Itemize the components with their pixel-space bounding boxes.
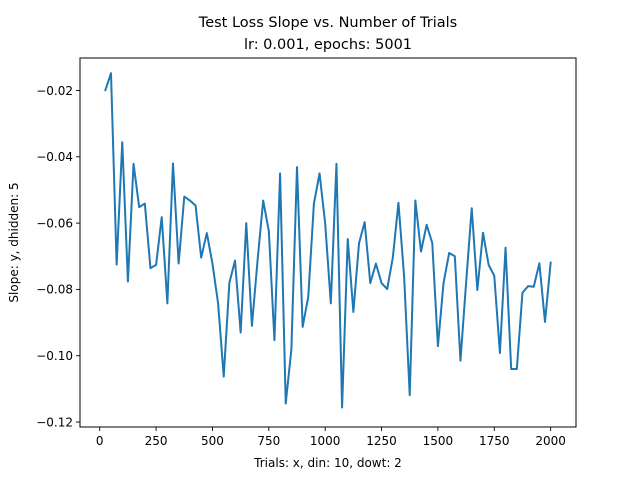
x-tick-label: 1500 (423, 434, 454, 448)
y-tick-label: −0.10 (36, 349, 73, 363)
x-tick-label: 1250 (366, 434, 397, 448)
x-tick-label: 1000 (310, 434, 341, 448)
x-axis-label: Trials: x, din: 10, dowt: 2 (253, 456, 402, 470)
x-axis-ticks: 0 250 500 750 1000 1250 1500 1750 2000 (96, 427, 566, 448)
series-group (104, 72, 552, 409)
y-tick-label: −0.08 (36, 283, 73, 297)
x-tick-label: 2000 (535, 434, 566, 448)
x-tick-label: 250 (145, 434, 168, 448)
plot-frame (79, 57, 577, 428)
y-tick-label: −0.06 (36, 216, 73, 230)
y-tick-label: −0.02 (36, 84, 73, 98)
y-axis-ticks: −0.12 −0.10 −0.08 −0.06 −0.04 −0.02 (36, 84, 80, 429)
x-tick-label: 0 (96, 434, 104, 448)
chart-subtitle: lr: 0.001, epochs: 5001 (244, 37, 412, 53)
series-line (104, 72, 552, 409)
y-tick-label: −0.04 (36, 150, 73, 164)
y-axis-label: Slope: y, dhidden: 5 (7, 182, 21, 302)
x-tick-label: 1750 (479, 434, 510, 448)
y-tick-label: −0.12 (36, 415, 73, 429)
x-tick-label: 500 (201, 434, 224, 448)
chart-title: Test Loss Slope vs. Number of Trials (198, 15, 457, 31)
x-tick-label: 750 (257, 434, 280, 448)
